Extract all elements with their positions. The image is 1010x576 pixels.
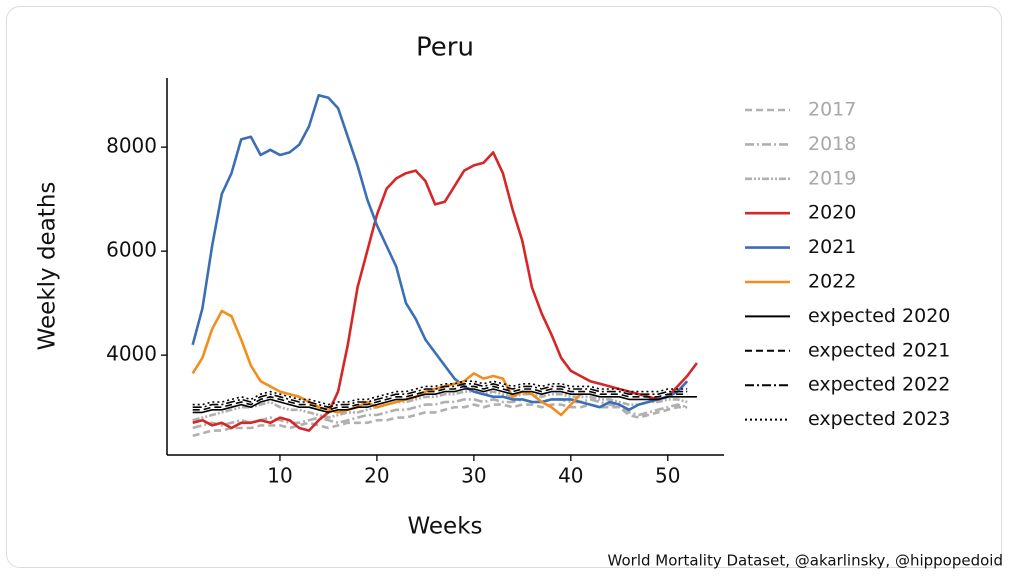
y-tick-label: 6000 [106,238,157,262]
legend-label: 2022 [808,271,856,293]
chart-title: Peru [416,33,474,63]
series-line [192,383,688,408]
x-tick-label: 50 [655,464,680,488]
series-line [192,385,688,411]
legend-label: 2019 [808,167,856,189]
frame [6,6,1002,568]
series-line [192,151,698,432]
legend-label: 2021 [808,236,856,258]
legend-label: expected 2020 [808,305,950,327]
x-tick-label: 30 [461,464,486,488]
x-axis-label: Weeks [408,514,483,540]
series-line [192,380,688,406]
series-line [191,93,689,412]
series-line [192,390,688,422]
series-line [192,403,688,438]
legend-label: 2018 [808,133,856,155]
legend-label: 2020 [808,202,856,224]
y-tick-label: 8000 [106,134,157,158]
legend-label: expected 2022 [808,374,950,396]
series-line [191,309,582,417]
source-note: World Mortality Dataset, @akarlinsky, @h… [608,552,1003,570]
legend-label: 2017 [808,99,856,121]
x-tick-label: 20 [364,464,389,488]
x-tick-label: 10 [267,464,292,488]
legend-label: expected 2021 [808,339,950,361]
y-tick-label: 4000 [106,342,157,366]
x-tick-label: 40 [558,464,583,488]
series-line [192,388,697,414]
y-axis-label: Weekly deaths [35,182,61,351]
legend-label: expected 2023 [808,408,950,430]
